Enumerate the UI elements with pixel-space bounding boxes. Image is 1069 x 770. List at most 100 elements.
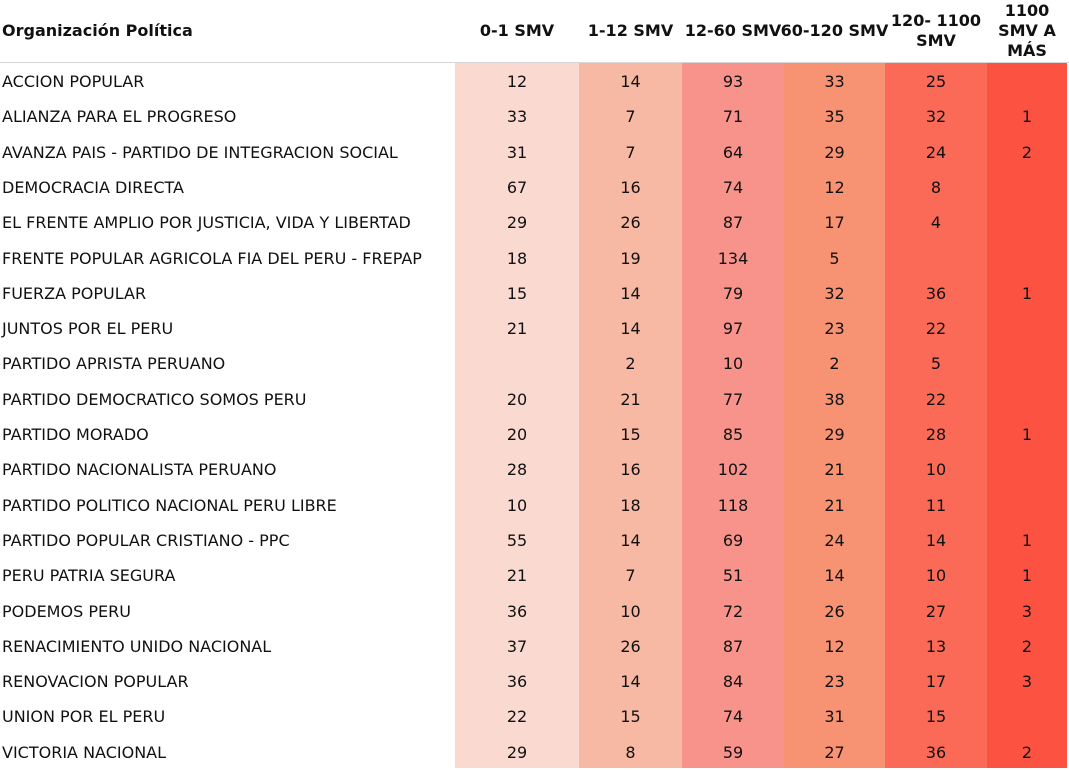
cell-value: 17	[824, 213, 845, 233]
cell-value: 8	[625, 742, 636, 762]
cell-value: 21	[824, 460, 845, 480]
cell-value: 4	[930, 213, 942, 233]
cell-value: 67	[506, 177, 528, 197]
cell-value: 36	[506, 672, 528, 692]
cell-value: 22	[925, 389, 947, 409]
cell-value: 15	[620, 707, 641, 727]
cell-value: 38	[824, 389, 845, 409]
cell-value: 14	[824, 566, 845, 586]
row-label: ACCION POPULAR	[2, 72, 145, 91]
cell-value: 5	[829, 248, 840, 268]
cell-value: 64	[722, 142, 744, 162]
cell-value: 14	[925, 530, 947, 550]
cell-value: 37	[506, 636, 528, 656]
cell-value: 84	[722, 672, 744, 692]
row-label: PERU PATRIA SEGURA	[2, 566, 176, 586]
column-header-5: 1100 SMV A MÁS	[998, 1, 1056, 60]
column-band-1	[579, 63, 682, 768]
cell-value: 28	[925, 425, 947, 444]
cell-value: 79	[722, 283, 744, 303]
cell-value: 14	[620, 283, 641, 303]
cell-value: 22	[925, 319, 947, 339]
cell-value: 23	[824, 672, 845, 692]
cell-value: 31	[506, 142, 528, 162]
column-header-0: 0-1 SMV	[479, 21, 555, 40]
row-label: PARTIDO APRISTA PERUANO	[2, 354, 226, 374]
cell-value: 28	[506, 460, 528, 480]
cell-value: 14	[620, 672, 641, 692]
cell-value: 97	[722, 319, 744, 339]
cell-value: 32	[824, 283, 845, 303]
cell-value: 10	[620, 601, 641, 621]
cell-value: 74	[722, 177, 744, 197]
cell-value: 24	[824, 530, 845, 550]
cell-value: 17	[925, 672, 947, 692]
cell-value: 18	[506, 248, 528, 268]
row-label: PARTIDO POPULAR CRISTIANO - PPC	[2, 530, 290, 550]
cell-value: 29	[506, 742, 528, 762]
row-label: AVANZA PAIS - PARTIDO DE INTEGRACION SOC…	[2, 142, 398, 162]
column-header-3: 60-120 SMV	[780, 21, 889, 40]
cell-value: 15	[620, 425, 641, 444]
cell-value: 21	[824, 495, 845, 515]
cell-value: 2	[1021, 142, 1033, 162]
row-label: PARTIDO DEMOCRATICO SOMOS PERU	[2, 389, 307, 409]
row-label: UNION POR EL PERU	[2, 707, 166, 727]
cell-value: 21	[506, 319, 528, 339]
cell-value: 72	[722, 601, 744, 621]
cell-value: 74	[722, 707, 744, 727]
cell-value: 11	[925, 495, 947, 515]
row-label: VICTORIA NACIONAL	[2, 742, 167, 762]
cell-value: 85	[722, 425, 744, 444]
cell-value: 32	[925, 107, 947, 127]
cell-value: 22	[506, 707, 528, 727]
cell-value: 12	[824, 177, 845, 197]
cell-value: 31	[824, 707, 845, 727]
cell-value: 134	[717, 248, 749, 268]
header-party: Organización Política	[2, 21, 193, 40]
column-header-1: 1-12 SMV	[587, 21, 674, 40]
cell-value: 1	[1021, 283, 1033, 303]
row-label: DEMOCRACIA DIRECTA	[2, 177, 184, 197]
cell-value: 13	[925, 636, 947, 656]
row-label: RENOVACION POPULAR	[2, 672, 189, 692]
cell-value: 1	[1021, 107, 1033, 127]
cell-value: 12	[824, 636, 845, 656]
cell-value: 10	[722, 354, 744, 374]
cell-value: 2	[1021, 742, 1033, 762]
cell-value: 10	[925, 460, 947, 480]
cell-value: 1	[1021, 566, 1033, 586]
cell-value: 18	[620, 495, 641, 515]
cell-value: 7	[625, 566, 636, 586]
cell-value: 25	[925, 72, 947, 91]
cell-value: 1	[1021, 425, 1033, 444]
cell-value: 15	[506, 283, 528, 303]
cell-value: 71	[722, 107, 744, 127]
row-label: PARTIDO MORADO	[2, 425, 149, 444]
column-band-4	[885, 63, 987, 768]
row-label: FRENTE POPULAR AGRICOLA FIA DEL PERU - F…	[2, 248, 422, 268]
cell-value: 20	[506, 389, 528, 409]
cell-value: 118	[717, 495, 749, 515]
cell-value: 16	[620, 460, 641, 480]
cell-value: 35	[824, 107, 845, 127]
cell-value: 21	[620, 389, 641, 409]
row-label: PARTIDO NACIONALISTA PERUANO	[2, 460, 277, 480]
cell-value: 10	[506, 495, 528, 515]
cell-value: 27	[824, 742, 845, 762]
cell-value: 36	[506, 601, 528, 621]
cell-value: 21	[506, 566, 528, 586]
cell-value: 12	[506, 72, 528, 91]
cell-value: 16	[620, 177, 641, 197]
cell-value: 5	[930, 354, 942, 374]
cell-value: 26	[620, 213, 641, 233]
cell-value: 2	[1021, 636, 1033, 656]
cell-value: 10	[925, 566, 947, 586]
row-label: FUERZA POPULAR	[2, 283, 147, 303]
column-band-2	[682, 63, 784, 768]
cell-value: 27	[925, 601, 947, 621]
cell-value: 3	[1021, 672, 1033, 692]
row-label: RENACIMIENTO UNIDO NACIONAL	[2, 636, 272, 656]
cell-value: 102	[717, 460, 749, 480]
